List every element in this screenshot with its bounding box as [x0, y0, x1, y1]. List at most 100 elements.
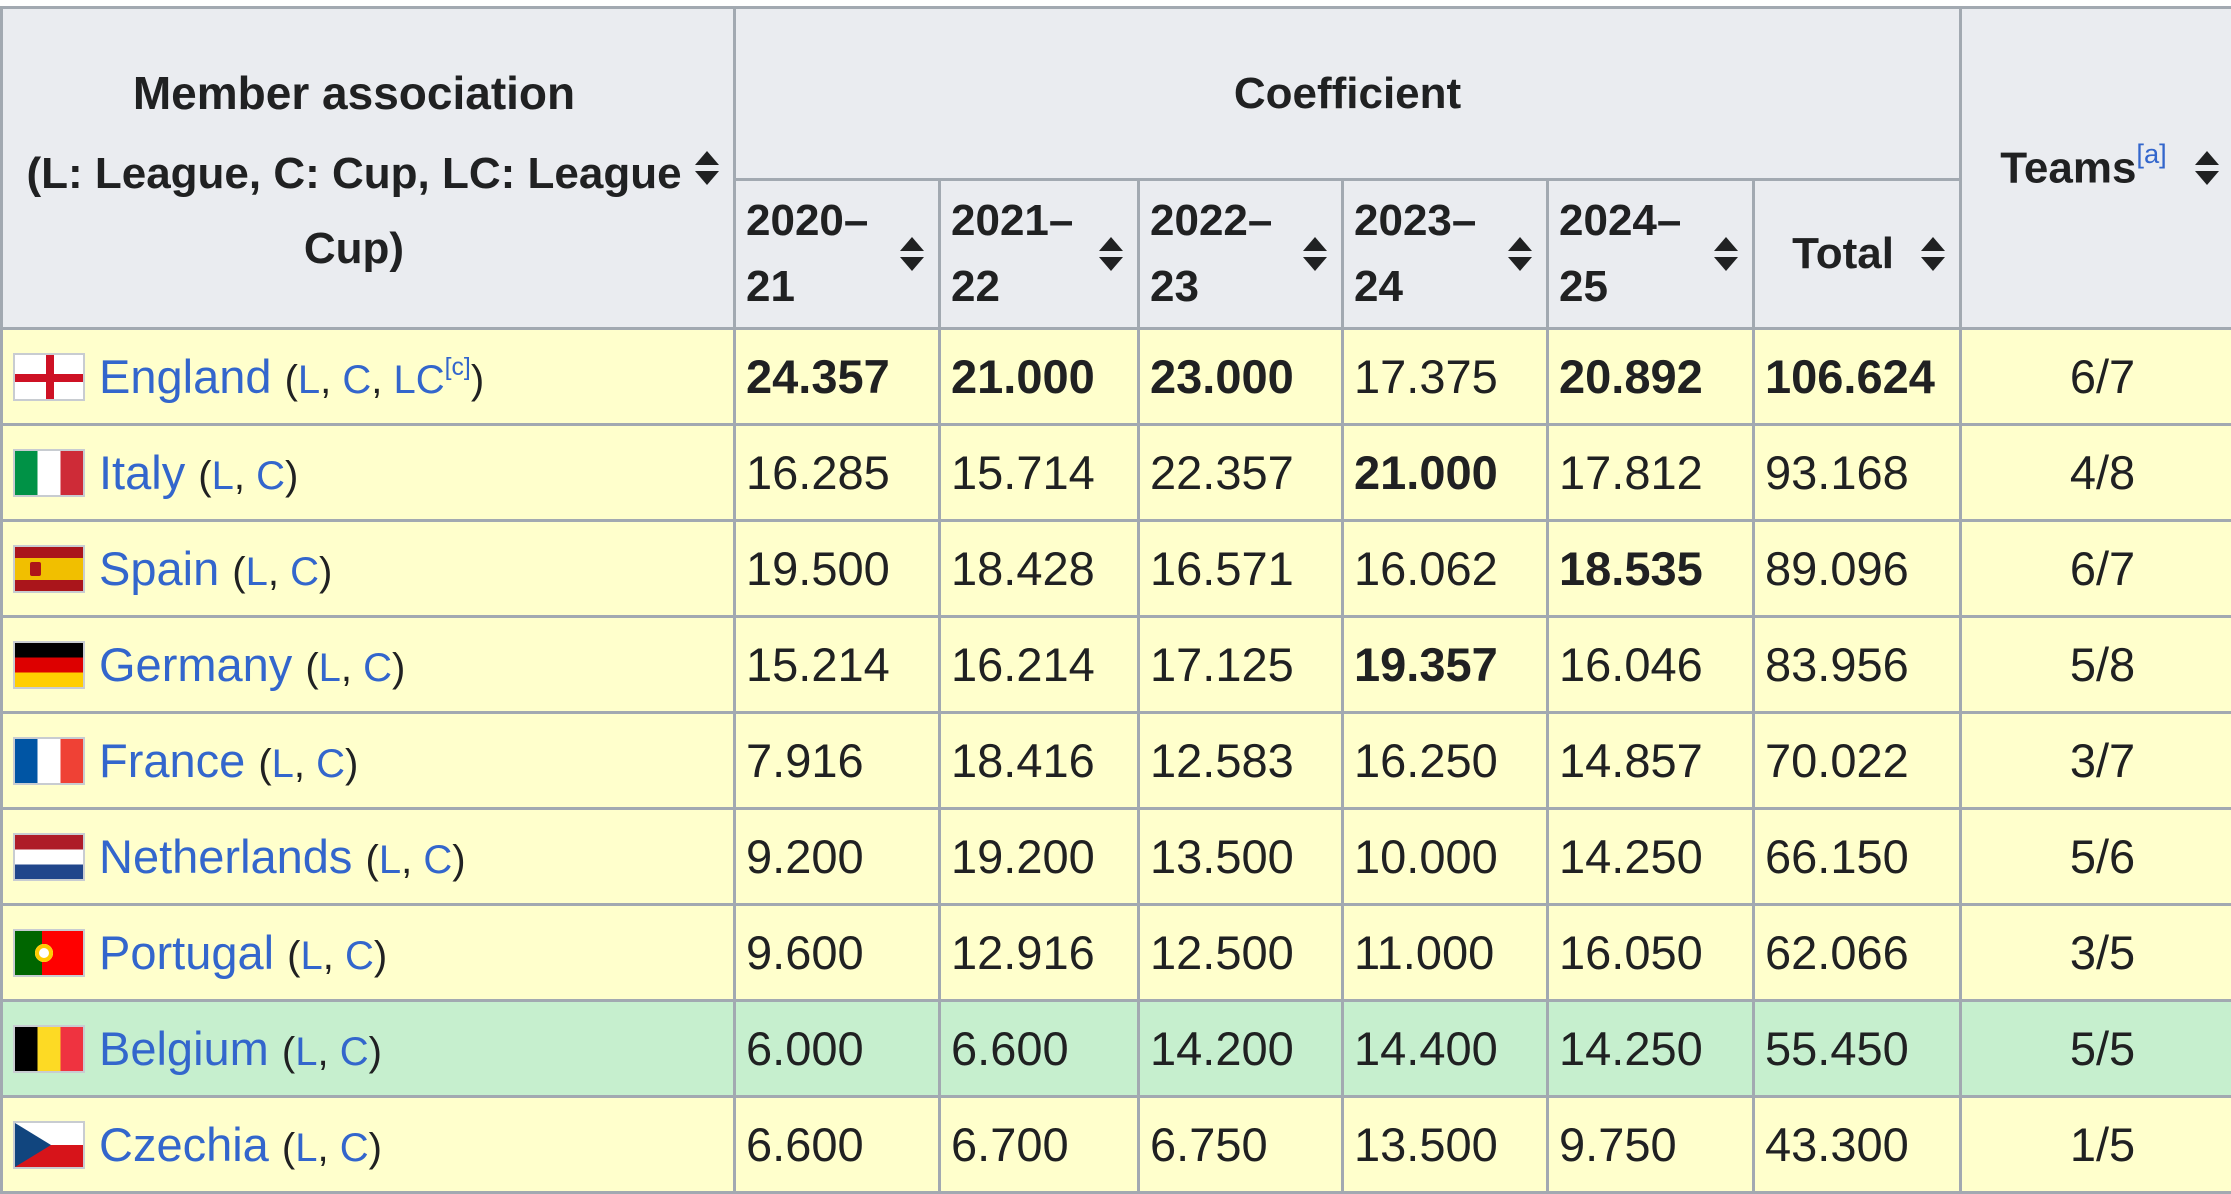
coefficient-table: Member association (L: League, C: Cup, L… [0, 6, 2231, 1194]
italy-flag-icon [13, 449, 85, 497]
season-value: 17.125 [1139, 617, 1343, 713]
season-value: 10.000 [1343, 809, 1548, 905]
teams-value: 5/5 [1961, 1001, 2231, 1097]
year-label: 2023–24 [1354, 196, 1476, 311]
teams-value: 1/5 [1961, 1097, 2231, 1193]
season-value: 22.357 [1139, 425, 1343, 521]
teams-value: 3/7 [1961, 713, 2231, 809]
association-cell: Italy (L, C) [2, 425, 735, 521]
total-value: 66.150 [1754, 809, 1961, 905]
season-value: 15.214 [735, 617, 940, 713]
league-link[interactable]: L [298, 358, 320, 402]
total-value: 62.066 [1754, 905, 1961, 1001]
season-value: 19.500 [735, 521, 940, 617]
season-value: 9.750 [1548, 1097, 1754, 1193]
association-cell: France (L, C) [2, 713, 735, 809]
cup-link[interactable]: C [363, 646, 392, 690]
season-value: 19.200 [940, 809, 1139, 905]
competitions: (L, C, LC[c]) [285, 358, 485, 402]
cup-link[interactable]: C [345, 934, 374, 978]
association-cell: Belgium (L, C) [2, 1001, 735, 1097]
season-value: 7.916 [735, 713, 940, 809]
header-year-2022-23[interactable]: 2022–23 [1139, 180, 1343, 329]
teams-value: 4/8 [1961, 425, 2231, 521]
league-cup-link[interactable]: LC [394, 358, 445, 402]
header-total[interactable]: Total [1754, 180, 1961, 329]
league-link[interactable]: L [295, 1126, 317, 1170]
cup-link[interactable]: C [316, 742, 345, 786]
netherlands-flag-icon [13, 833, 85, 881]
portugal-flag-icon [13, 929, 85, 977]
total-value: 70.022 [1754, 713, 1961, 809]
league-link[interactable]: L [319, 646, 341, 690]
teams-footnote-link[interactable]: [a] [2136, 138, 2166, 169]
season-value: 15.714 [940, 425, 1139, 521]
header-teams[interactable]: Teams[a] [1961, 8, 2231, 329]
footnote-link[interactable]: [c] [445, 354, 471, 381]
country-link[interactable]: Italy [99, 446, 185, 499]
england-flag-icon [13, 353, 85, 401]
season-value: 12.500 [1139, 905, 1343, 1001]
association-cell: Czechia (L, C) [2, 1097, 735, 1193]
year-label: 2020–21 [746, 196, 868, 311]
header-year-2020-21[interactable]: 2020–21 [735, 180, 940, 329]
season-value: 9.600 [735, 905, 940, 1001]
league-link[interactable]: L [379, 838, 401, 882]
country-link[interactable]: Netherlands [99, 830, 352, 883]
season-value: 14.200 [1139, 1001, 1343, 1097]
country-link[interactable]: Germany [99, 638, 292, 691]
sort-icon[interactable] [1508, 237, 1532, 271]
cup-link[interactable]: C [342, 358, 371, 402]
country-link[interactable]: Belgium [99, 1022, 269, 1075]
season-value: 6.700 [940, 1097, 1139, 1193]
sort-icon[interactable] [2195, 151, 2219, 185]
league-link[interactable]: L [246, 550, 268, 594]
teams-value: 6/7 [1961, 521, 2231, 617]
competitions: (L, C) [198, 454, 298, 498]
cup-link[interactable]: C [340, 1126, 369, 1170]
sort-icon[interactable] [695, 151, 719, 185]
sort-icon[interactable] [1303, 237, 1327, 271]
country-link[interactable]: France [99, 734, 245, 787]
season-value: 20.892 [1548, 329, 1754, 425]
country-link[interactable]: England [99, 350, 272, 403]
member-association-title: Member association [15, 50, 693, 136]
season-value: 13.500 [1139, 809, 1343, 905]
header-year-2023-24[interactable]: 2023–24 [1343, 180, 1548, 329]
sort-icon[interactable] [1099, 237, 1123, 271]
season-value: 6.600 [940, 1001, 1139, 1097]
cup-link[interactable]: C [290, 550, 319, 594]
total-label: Total [1792, 229, 1894, 278]
season-value: 17.375 [1343, 329, 1548, 425]
cup-link[interactable]: C [340, 1030, 369, 1074]
teams-label: Teams [2000, 144, 2136, 193]
sort-icon[interactable] [1921, 237, 1945, 271]
country-link[interactable]: Portugal [99, 926, 274, 979]
season-value: 16.571 [1139, 521, 1343, 617]
cup-link[interactable]: C [423, 838, 452, 882]
germany-flag-icon [13, 641, 85, 689]
sort-icon[interactable] [900, 237, 924, 271]
header-year-2021-22[interactable]: 2021–22 [940, 180, 1139, 329]
header-member-association[interactable]: Member association (L: League, C: Cup, L… [2, 8, 735, 329]
country-link[interactable]: Czechia [99, 1118, 269, 1171]
league-link[interactable]: L [272, 742, 294, 786]
season-value: 6.750 [1139, 1097, 1343, 1193]
league-link[interactable]: L [212, 454, 234, 498]
teams-value: 5/8 [1961, 617, 2231, 713]
season-value: 6.000 [735, 1001, 940, 1097]
competitions: (L, C) [258, 742, 358, 786]
season-value: 6.600 [735, 1097, 940, 1193]
league-link[interactable]: L [295, 1030, 317, 1074]
sort-icon[interactable] [1714, 237, 1738, 271]
header-year-2024-25[interactable]: 2024–25 [1548, 180, 1754, 329]
competitions: (L, C) [305, 646, 405, 690]
country-link[interactable]: Spain [99, 542, 219, 595]
cup-link[interactable]: C [256, 454, 285, 498]
league-link[interactable]: L [300, 934, 322, 978]
